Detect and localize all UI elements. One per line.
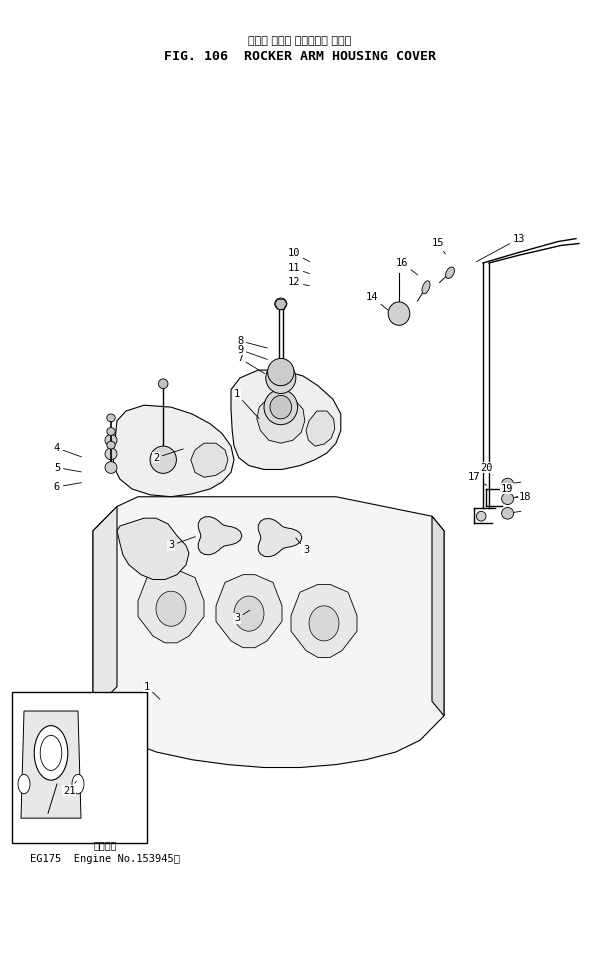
Ellipse shape bbox=[502, 478, 514, 490]
Ellipse shape bbox=[105, 448, 117, 460]
Text: 16: 16 bbox=[396, 258, 418, 275]
Polygon shape bbox=[21, 711, 81, 818]
Polygon shape bbox=[138, 570, 204, 643]
Ellipse shape bbox=[476, 511, 486, 521]
Ellipse shape bbox=[107, 441, 115, 449]
Text: 8: 8 bbox=[237, 336, 268, 348]
Polygon shape bbox=[216, 575, 282, 648]
Polygon shape bbox=[113, 405, 234, 497]
Ellipse shape bbox=[156, 591, 186, 626]
Text: EG175  Engine No.153945～: EG175 Engine No.153945～ bbox=[30, 854, 180, 864]
Text: 20: 20 bbox=[480, 463, 493, 475]
Ellipse shape bbox=[266, 362, 296, 393]
Ellipse shape bbox=[107, 428, 115, 435]
Text: 3: 3 bbox=[168, 537, 196, 550]
Ellipse shape bbox=[422, 281, 430, 294]
Text: 17: 17 bbox=[468, 472, 487, 485]
Polygon shape bbox=[231, 370, 341, 469]
Ellipse shape bbox=[264, 390, 298, 425]
Ellipse shape bbox=[234, 596, 264, 631]
Text: 5: 5 bbox=[54, 463, 81, 472]
Text: 適用番号: 適用番号 bbox=[93, 841, 117, 850]
Polygon shape bbox=[432, 516, 444, 716]
Polygon shape bbox=[257, 395, 305, 443]
Text: 7: 7 bbox=[237, 354, 265, 374]
Ellipse shape bbox=[275, 298, 287, 310]
Ellipse shape bbox=[388, 302, 410, 325]
Ellipse shape bbox=[270, 395, 292, 419]
Text: 1: 1 bbox=[234, 390, 259, 419]
Polygon shape bbox=[191, 443, 228, 477]
Polygon shape bbox=[117, 518, 189, 580]
Text: ロッカ アーム ハウジング カバー: ロッカ アーム ハウジング カバー bbox=[248, 36, 352, 46]
Text: 2: 2 bbox=[153, 449, 184, 463]
Polygon shape bbox=[306, 411, 335, 446]
Ellipse shape bbox=[107, 414, 115, 422]
Ellipse shape bbox=[309, 606, 339, 641]
Ellipse shape bbox=[150, 446, 176, 473]
Ellipse shape bbox=[446, 267, 454, 279]
Text: 12: 12 bbox=[288, 278, 309, 287]
Polygon shape bbox=[93, 506, 117, 711]
Text: 14: 14 bbox=[366, 292, 388, 310]
Text: 4: 4 bbox=[54, 443, 82, 457]
Ellipse shape bbox=[158, 379, 168, 389]
Text: 1: 1 bbox=[144, 682, 160, 699]
Text: 18: 18 bbox=[516, 492, 531, 502]
Ellipse shape bbox=[72, 774, 84, 794]
Text: 11: 11 bbox=[288, 263, 310, 274]
Ellipse shape bbox=[105, 434, 117, 446]
Text: FIG. 106  ROCKER ARM HOUSING COVER: FIG. 106 ROCKER ARM HOUSING COVER bbox=[164, 50, 436, 63]
Ellipse shape bbox=[502, 493, 514, 505]
Polygon shape bbox=[93, 497, 444, 768]
Ellipse shape bbox=[268, 358, 294, 386]
Text: 9: 9 bbox=[237, 345, 268, 359]
Ellipse shape bbox=[502, 507, 514, 519]
Ellipse shape bbox=[105, 462, 117, 473]
Bar bbox=[12, 692, 147, 843]
Text: 10: 10 bbox=[288, 248, 310, 262]
Text: 3: 3 bbox=[296, 538, 309, 555]
Polygon shape bbox=[258, 518, 302, 557]
Text: 19: 19 bbox=[501, 484, 513, 494]
Ellipse shape bbox=[40, 735, 62, 770]
Text: 15: 15 bbox=[432, 239, 445, 254]
Ellipse shape bbox=[18, 774, 30, 794]
Text: 13: 13 bbox=[476, 234, 525, 262]
Text: 3: 3 bbox=[234, 611, 250, 623]
Text: 6: 6 bbox=[54, 482, 81, 492]
Polygon shape bbox=[198, 516, 242, 555]
Polygon shape bbox=[291, 584, 357, 657]
Ellipse shape bbox=[34, 726, 68, 780]
Text: 21: 21 bbox=[63, 781, 76, 796]
